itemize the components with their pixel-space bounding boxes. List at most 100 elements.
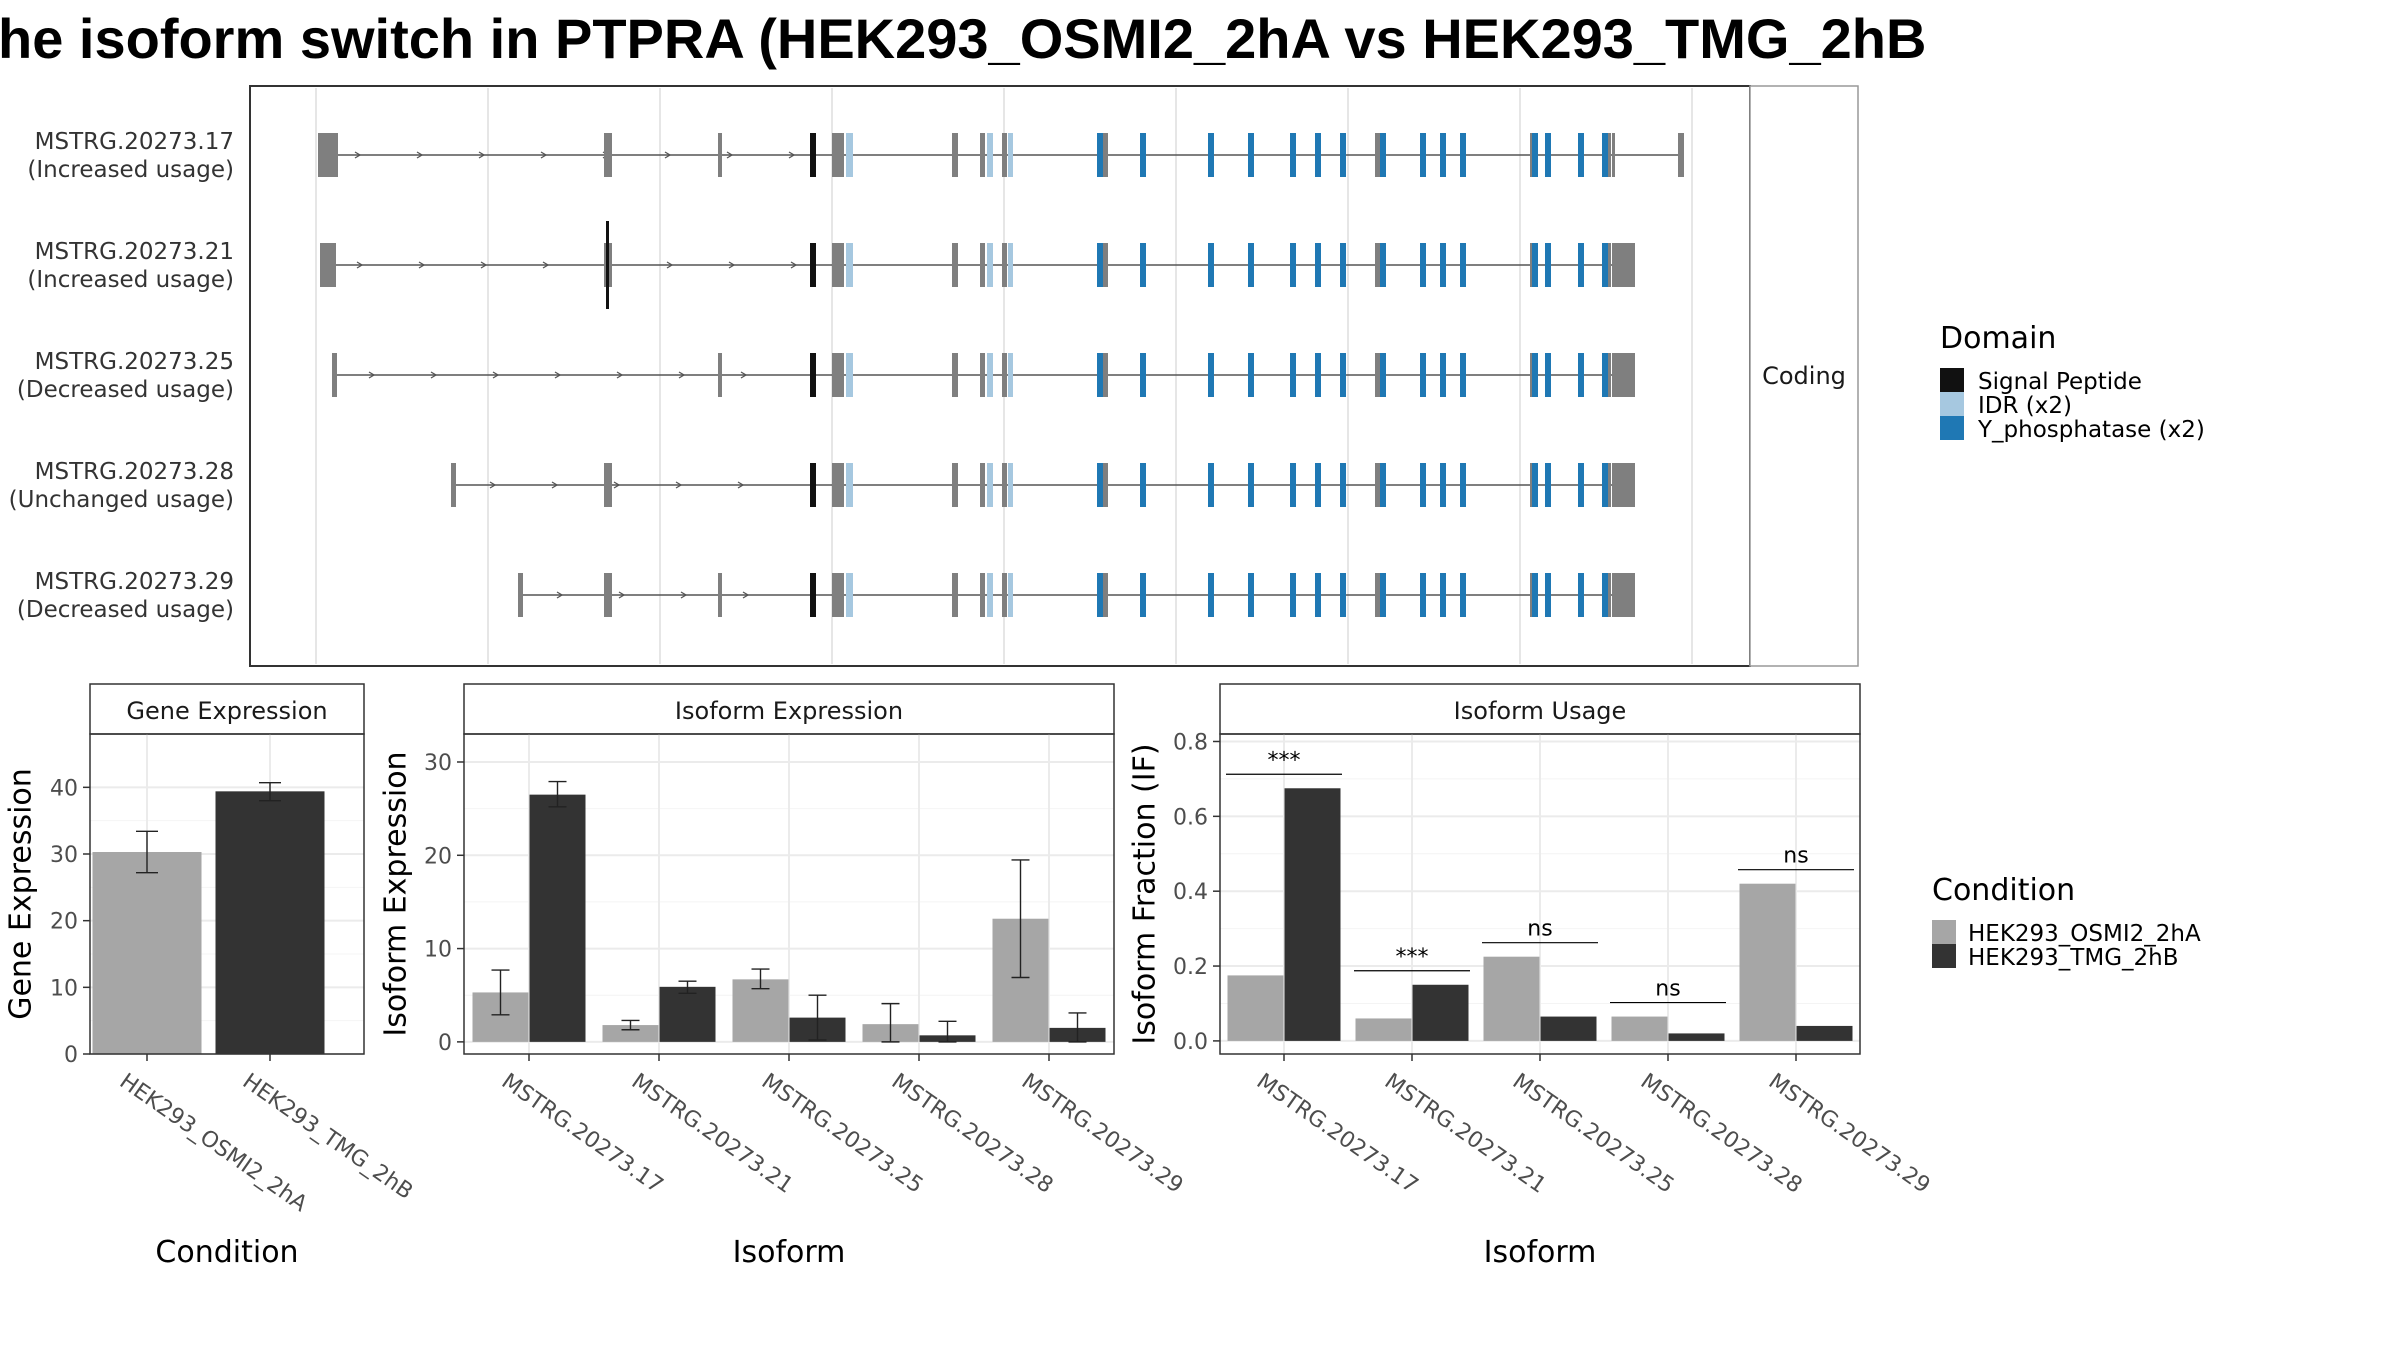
y-tick-label: 0.0 — [1173, 1030, 1208, 1055]
exon — [1002, 573, 1007, 617]
strand-arrow — [489, 481, 497, 489]
y-phosphatase-domain — [1248, 573, 1254, 617]
exon — [604, 573, 612, 617]
exon — [1102, 243, 1108, 287]
exon — [606, 221, 609, 309]
strand-arrow — [664, 151, 672, 159]
exon — [451, 463, 456, 507]
signal-peptide-domain — [810, 463, 816, 507]
utr-exon — [1612, 463, 1635, 507]
error-bar — [808, 994, 827, 1041]
legend-key-signal-peptide — [1940, 368, 1964, 392]
y-tick-label: 10 — [50, 976, 78, 1001]
strand-arrow — [368, 371, 376, 379]
strand-arrow — [742, 591, 750, 599]
error-bar — [1068, 1012, 1087, 1043]
bar-hek293-osmi2-2ha-mstrg-20273-21 — [602, 1025, 659, 1042]
transcript-row — [320, 221, 1635, 309]
y-phosphatase-domain — [1380, 353, 1386, 397]
strand-arrow — [540, 151, 548, 159]
strand-arrow — [478, 151, 486, 159]
transcript-id-label: MSTRG.20273.25 — [35, 349, 234, 375]
signal-peptide-domain — [810, 573, 816, 617]
structure-panel-frame — [249, 85, 1751, 667]
legend-label-signal-peptide: Signal Peptide — [1978, 369, 2142, 395]
y-phosphatase-domain — [1248, 133, 1254, 177]
bar-hek293-tmg-2hb-mstrg-20273-29 — [1796, 1025, 1853, 1041]
exon — [832, 133, 844, 177]
bar-hek293-osmi2-2ha-mstrg-20273-17 — [1227, 975, 1284, 1041]
exon — [1002, 463, 1007, 507]
exon — [980, 353, 985, 397]
exon — [604, 463, 612, 507]
y-phosphatase-domain — [1420, 463, 1426, 507]
y-phosphatase-domain — [1208, 353, 1214, 397]
y-phosphatase-domain — [1248, 243, 1254, 287]
idr-domain — [1008, 353, 1013, 397]
y-phosphatase-domain — [1097, 463, 1103, 507]
y-phosphatase-domain — [1532, 463, 1538, 507]
strand-arrow — [542, 261, 550, 269]
error-bar — [259, 781, 281, 802]
bar-hek293-tmg-2hb-mstrg-20273-21 — [659, 986, 716, 1042]
strand-arrow — [418, 261, 426, 269]
y-tick-label: 10 — [424, 938, 452, 963]
exon — [952, 573, 958, 617]
y-phosphatase-domain — [1097, 133, 1103, 177]
transcript-row — [451, 463, 1635, 507]
y-tick-label: 0.6 — [1173, 805, 1208, 830]
y-phosphatase-domain — [1340, 133, 1346, 177]
exon — [1375, 133, 1382, 177]
error-bar — [938, 1020, 957, 1043]
error-bar — [548, 780, 567, 808]
transcript-usage-label: (Decreased usage) — [17, 597, 234, 623]
legend-label-cond1: HEK293_OSMI2_2hA — [1968, 921, 2201, 947]
idr-domain — [846, 573, 853, 617]
y-phosphatase-domain — [1315, 353, 1321, 397]
transcript-id-label: MSTRG.20273.28 — [35, 459, 234, 485]
idr-domain — [1008, 133, 1013, 177]
utr-exon — [1612, 353, 1635, 397]
exon — [1102, 573, 1108, 617]
idr-domain — [1008, 463, 1013, 507]
chart-gene-expression: Gene Expression010203040HEK293_OSMI2_2hA… — [4, 683, 417, 1270]
exon — [1678, 133, 1684, 177]
idr-domain — [987, 353, 993, 397]
bar-hek293-osmi2-2ha-mstrg-20273-28 — [1611, 1016, 1668, 1041]
significance-label: ns — [1655, 977, 1680, 1002]
y-phosphatase-domain — [1340, 463, 1346, 507]
idr-domain — [987, 243, 993, 287]
strand-arrow — [613, 481, 621, 489]
y-tick-label: 20 — [424, 844, 452, 869]
bar-hek293-osmi2-2ha-mstrg-20273-29 — [1739, 883, 1796, 1041]
y-phosphatase-domain — [1460, 353, 1466, 397]
y-tick-label: 0 — [438, 1031, 452, 1056]
strand-arrow — [675, 481, 683, 489]
idr-domain — [846, 243, 853, 287]
exon — [952, 133, 958, 177]
y-tick-label: 0.2 — [1173, 955, 1208, 980]
y-phosphatase-domain — [1420, 353, 1426, 397]
y-phosphatase-domain — [1420, 243, 1426, 287]
exon — [952, 463, 958, 507]
y-phosphatase-domain — [1460, 573, 1466, 617]
exon — [832, 463, 844, 507]
strand-arrow — [480, 261, 488, 269]
y-phosphatase-domain — [1208, 573, 1214, 617]
y-phosphatase-domain — [1097, 573, 1103, 617]
strand-arrow — [618, 591, 626, 599]
bar-hek293-tmg-2hb-mstrg-20273-17 — [529, 794, 586, 1042]
y-phosphatase-domain — [1290, 353, 1296, 397]
legend-label-cond2: HEK293_TMG_2hB — [1968, 945, 2179, 971]
y-phosphatase-domain — [1420, 573, 1426, 617]
structure-strip — [1749, 85, 1859, 667]
idr-domain — [987, 573, 993, 617]
bar-hek293-osmi2-2ha-mstrg-20273-25 — [1483, 956, 1540, 1041]
strand-arrow — [354, 151, 362, 159]
y-phosphatase-domain — [1602, 243, 1608, 287]
exon — [980, 133, 985, 177]
legend-key-cond2 — [1932, 944, 1956, 968]
strand-arrow — [430, 371, 438, 379]
utr-exon — [1612, 573, 1635, 617]
idr-domain — [1008, 243, 1013, 287]
